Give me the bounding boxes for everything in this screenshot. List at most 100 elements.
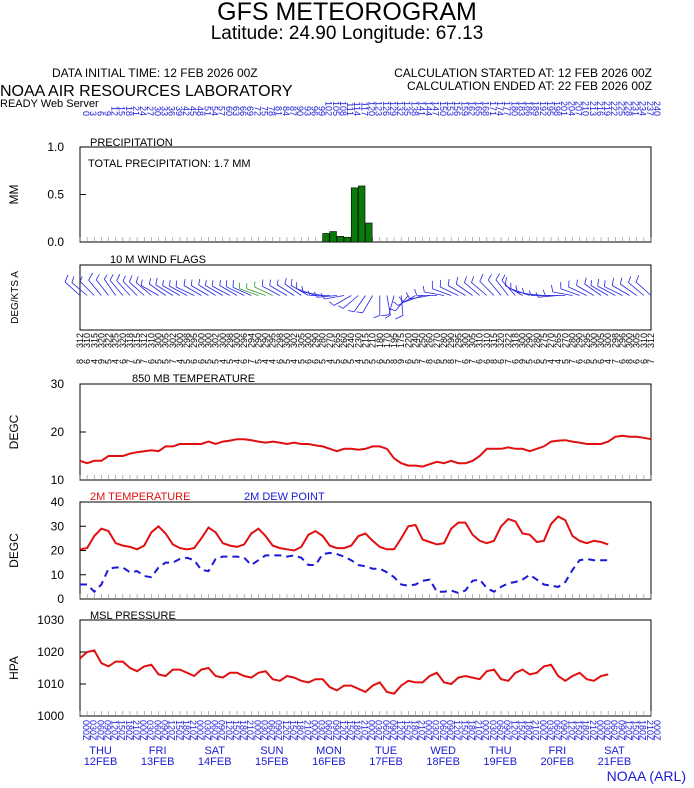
- utc-hour-label: 000Z: [138, 720, 148, 741]
- wind-dir-label: 270: [325, 333, 335, 348]
- forecast-hour-label: 195: [545, 101, 555, 116]
- forecast-hour-label: 105: [331, 101, 341, 116]
- wind-barb-feather: [393, 301, 399, 306]
- wind-barb: [432, 288, 452, 296]
- wind-dir-label: 296: [617, 333, 627, 348]
- forecast-hour-label: 123: [374, 101, 384, 116]
- wind-speed-label: 4: [553, 359, 563, 364]
- day-date-label: 15FEB: [255, 756, 289, 768]
- forecast-hour-label: 45: [188, 106, 198, 116]
- wind-dir-label: 312: [75, 333, 85, 348]
- utc-hour-label: 210Z: [588, 720, 598, 741]
- wind-barb: [440, 286, 459, 296]
- forecast-hour-label: 117: [359, 102, 369, 116]
- forecast-hour-label: 210: [581, 101, 591, 116]
- wind-barb: [397, 295, 416, 306]
- utc-hour-label: 090Z: [217, 720, 227, 741]
- wind-barb-feather: [116, 274, 121, 281]
- utc-hour-label: 030Z: [88, 720, 98, 741]
- utc-hour-label: 000Z: [652, 720, 662, 741]
- panel-title: 850 MB TEMPERATURE: [132, 373, 255, 385]
- wind-barb: [388, 295, 395, 315]
- wind-barb: [269, 285, 288, 296]
- wind-barb: [447, 285, 466, 296]
- wind-dir-label: 265: [553, 333, 563, 348]
- wind-speed-label: 5: [410, 359, 420, 364]
- utc-hour-label: 030Z: [545, 720, 555, 741]
- utc-hour-label: 180Z: [409, 720, 419, 741]
- wind-barb: [79, 281, 95, 296]
- wind-dir-label: 180: [375, 333, 385, 348]
- wind-dir-label: 300: [203, 333, 213, 348]
- wind-speed-label: 5: [132, 359, 142, 364]
- wind-dir-label: 322: [503, 333, 513, 348]
- wind-dir-label: 300: [603, 333, 613, 348]
- wind-dir-label: 315: [89, 333, 99, 348]
- wind-speed-label: 5: [332, 359, 342, 364]
- utc-hour-label: 000Z: [309, 720, 319, 741]
- wind-barb-feather: [590, 280, 593, 286]
- wind-barb-feather: [190, 279, 193, 286]
- calc-ended-label: CALCULATION ENDED AT: 22 FEB 2026 00Z: [407, 79, 652, 93]
- wind-speed-label: 5: [361, 359, 371, 364]
- utc-hour-label: 120Z: [167, 720, 177, 741]
- utc-hour-label: 210Z: [474, 720, 484, 741]
- y-tick-label: 1020: [37, 645, 64, 659]
- utc-hour-label: 000Z: [367, 720, 377, 741]
- wind-barb-feather: [338, 305, 344, 309]
- wind-speed-label: 6: [146, 359, 156, 364]
- wind-speed-label: 8: [75, 359, 85, 364]
- utc-hour-label: 060Z: [152, 720, 162, 741]
- wind-barb: [353, 295, 366, 313]
- wind-dir-label: 175: [396, 333, 406, 348]
- day-of-week-label: FRI: [548, 745, 566, 757]
- wind-barb: [116, 280, 131, 296]
- utc-hour-label: 210Z: [131, 720, 141, 741]
- wind-barb-feather: [135, 276, 139, 283]
- utc-hour-label: 090Z: [388, 720, 398, 741]
- wind-speed-label: 7: [418, 359, 428, 364]
- day-of-week-label: FRI: [149, 745, 167, 757]
- wind-dir-label: 295: [189, 333, 199, 348]
- wind-speed-label: 7: [139, 359, 149, 364]
- wind-dir-label: 290: [575, 333, 585, 348]
- wind-dir-label: 298: [225, 333, 235, 348]
- wind-dir-label: 215: [361, 333, 371, 348]
- forecast-hour-label: 189: [531, 101, 541, 116]
- wind-speed-label: 6: [118, 359, 128, 364]
- wind-speed-label: 7: [646, 359, 656, 364]
- wind-barb-feather: [528, 290, 532, 296]
- wind-dir-label: 322: [104, 333, 114, 348]
- utc-hour-label: 120Z: [509, 720, 519, 741]
- wind-barb-feather: [103, 274, 108, 280]
- forecast-hour-label: 213: [588, 101, 598, 116]
- forecast-hour-label: 192: [538, 101, 548, 116]
- forecast-hour-label: 75: [259, 106, 269, 116]
- y-axis-label: MM: [7, 185, 21, 205]
- utc-hour-label: 030Z: [202, 720, 212, 741]
- utc-hour-label: 030Z: [317, 720, 327, 741]
- precip-bar: [336, 236, 344, 243]
- wind-dir-label: 312: [139, 333, 149, 348]
- day-date-label: 18FEB: [426, 756, 460, 768]
- day-of-week-label: THU: [89, 745, 112, 757]
- utc-hour-label: 120Z: [566, 720, 576, 741]
- utc-hour-label: 090Z: [331, 720, 341, 741]
- utc-hour-label: 180Z: [295, 720, 305, 741]
- utc-hour-label: 150Z: [516, 720, 526, 741]
- wind-barb-feather: [398, 296, 405, 303]
- wind-barb: [495, 279, 509, 296]
- wind-barb-feather: [348, 310, 355, 313]
- wind-speed-label: 5: [282, 359, 292, 364]
- forecast-hour-label: 150: [438, 101, 448, 116]
- forecast-hour-label: 234: [638, 101, 648, 116]
- forecast-hour-label: 207: [573, 101, 583, 116]
- wind-dir-label: 300: [282, 333, 292, 348]
- wind-barb: [155, 284, 173, 296]
- forecast-hour-label: 156: [452, 101, 462, 116]
- forecast-hour-label: 60: [224, 106, 234, 116]
- utc-hour-label: 030Z: [374, 720, 384, 741]
- utc-hour-label: 150Z: [345, 720, 355, 741]
- wind-barb: [162, 285, 181, 296]
- series-line: [79, 515, 609, 552]
